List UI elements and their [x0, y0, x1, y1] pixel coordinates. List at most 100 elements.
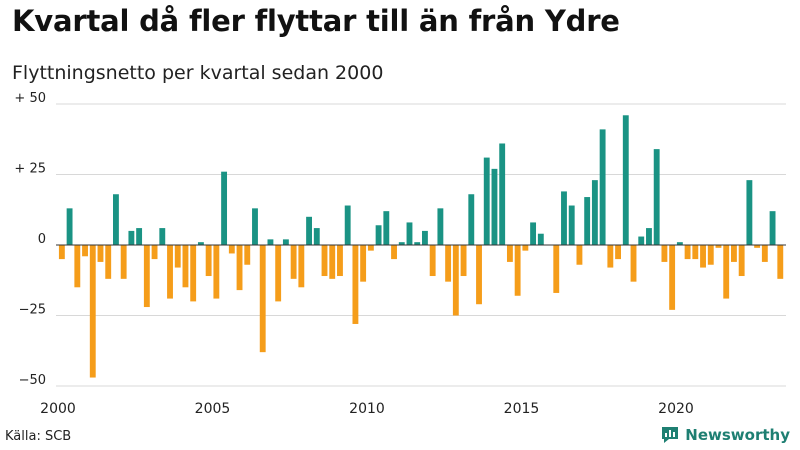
bar	[653, 149, 660, 245]
bar	[746, 180, 753, 245]
bar	[391, 245, 397, 260]
bar	[344, 205, 351, 245]
bar	[638, 236, 645, 245]
x-tick-label: 2015	[504, 401, 540, 417]
y-tick-label: −25	[19, 303, 46, 318]
bar	[89, 245, 96, 378]
bar	[105, 245, 112, 279]
bar	[607, 245, 614, 268]
bar	[561, 191, 567, 245]
bar	[337, 245, 343, 277]
bar	[221, 171, 228, 245]
bar	[120, 245, 127, 279]
bar	[476, 245, 482, 305]
bar	[514, 245, 521, 296]
bar	[429, 245, 436, 277]
bar	[669, 245, 676, 310]
newsworthy-logo-icon	[662, 427, 679, 443]
x-axis-tick-labels: 2000 2005 2010 2015 2020	[40, 401, 694, 417]
bar	[506, 245, 513, 262]
bar	[537, 233, 544, 245]
bar	[452, 245, 459, 316]
bar	[437, 208, 444, 245]
bar	[151, 245, 158, 260]
bar	[113, 194, 119, 245]
bar	[568, 205, 575, 245]
y-tick-label: + 50	[14, 91, 46, 106]
bar	[576, 245, 583, 265]
bar	[236, 245, 243, 291]
bar	[777, 245, 784, 279]
bar	[460, 245, 467, 277]
bar	[267, 239, 274, 245]
source-note: Källa: SCB	[5, 429, 72, 444]
bar	[414, 242, 421, 245]
bar	[723, 245, 730, 299]
bar	[499, 143, 506, 245]
bar	[676, 242, 683, 245]
y-tick-label: −50	[19, 373, 46, 388]
bar	[128, 230, 135, 245]
bar	[313, 228, 320, 245]
chart-title: Kvartal då fler flyttar till än från Ydr…	[12, 4, 620, 38]
bar	[715, 245, 722, 248]
x-tick-label: 2000	[40, 401, 76, 417]
bar	[252, 208, 258, 245]
bar	[738, 245, 745, 277]
bar	[74, 245, 81, 288]
bar	[329, 245, 336, 279]
bar	[66, 208, 73, 245]
bar	[182, 245, 189, 288]
bar	[275, 245, 282, 302]
bar	[360, 245, 367, 282]
bar	[661, 245, 668, 262]
bar	[622, 115, 629, 245]
bar	[205, 245, 212, 277]
y-tick-label: + 25	[14, 162, 46, 177]
bar	[754, 245, 761, 248]
bar	[707, 245, 714, 265]
bar	[282, 239, 289, 245]
bar	[491, 168, 498, 245]
bar	[591, 180, 598, 245]
bar	[190, 245, 197, 302]
bar	[700, 245, 706, 268]
bar	[167, 245, 173, 299]
bars	[58, 115, 784, 378]
bar	[692, 245, 699, 260]
bar	[468, 194, 475, 245]
bar	[290, 245, 297, 279]
bar	[82, 245, 88, 257]
bar	[321, 245, 328, 277]
bar	[375, 225, 382, 245]
bar	[731, 245, 737, 262]
x-tick-label: 2010	[349, 401, 385, 417]
bar	[143, 245, 150, 308]
bar	[646, 228, 652, 245]
bar	[58, 245, 65, 260]
bar	[298, 245, 305, 288]
y-tick-label: 0	[38, 232, 46, 247]
bar	[630, 245, 637, 282]
bar	[483, 157, 490, 245]
bar	[599, 129, 606, 245]
bar	[422, 230, 428, 245]
bar	[213, 245, 220, 299]
bar	[367, 245, 374, 251]
y-axis-tick-labels: + 50 + 25 0 −25 −50	[14, 91, 46, 388]
bar	[259, 245, 266, 353]
bar	[553, 245, 560, 293]
bar	[684, 245, 691, 260]
bar	[197, 242, 204, 245]
bar	[174, 245, 181, 268]
bar	[228, 245, 235, 254]
x-tick-label: 2005	[195, 401, 231, 417]
brand-logo: Newsworthy	[660, 425, 790, 445]
grid-lines	[56, 103, 786, 387]
bar	[769, 211, 776, 245]
bar	[306, 216, 312, 245]
bar	[445, 245, 452, 282]
bar	[159, 228, 166, 245]
bar	[584, 197, 591, 245]
bar	[244, 245, 251, 265]
